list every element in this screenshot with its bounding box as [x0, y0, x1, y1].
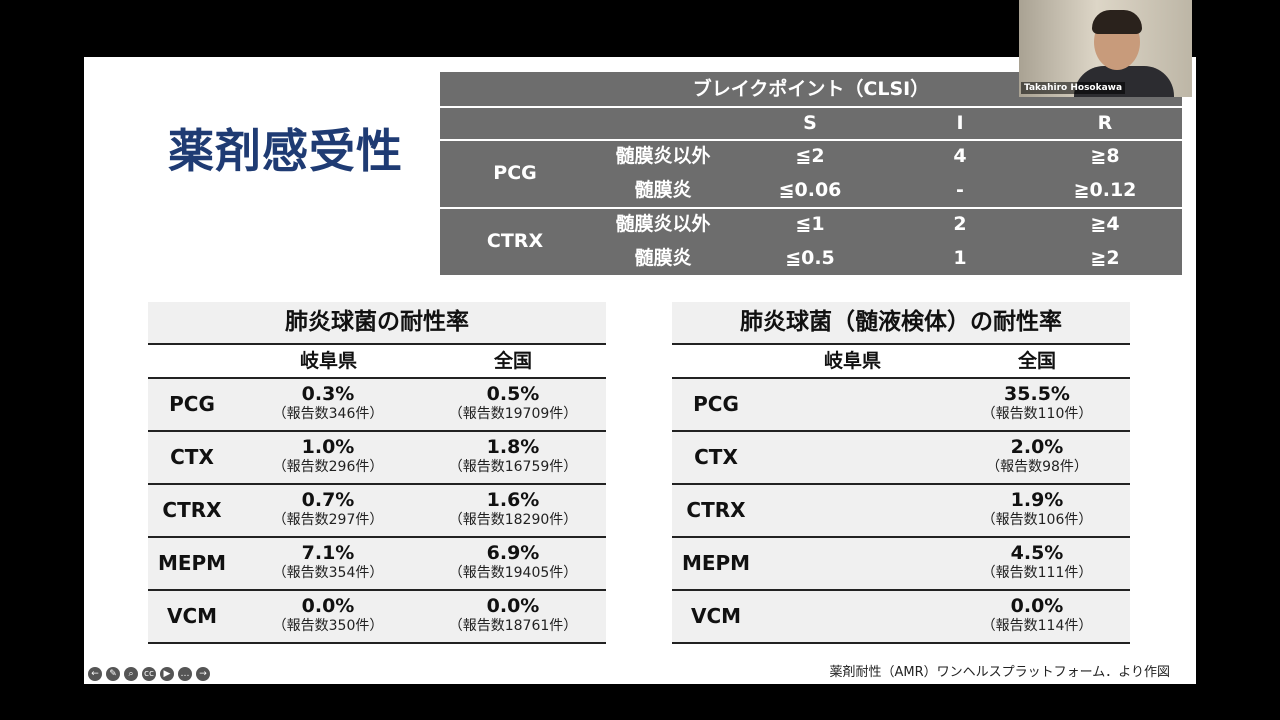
- divider: [672, 343, 1130, 345]
- bp-site: 髄膜炎: [634, 179, 692, 201]
- divider: [148, 536, 606, 538]
- zoom-icon[interactable]: ⌕: [124, 667, 138, 681]
- drug-name: CTRX: [162, 498, 222, 522]
- national-value: 35.5% （報告数110件）: [981, 383, 1093, 422]
- table-row: MEPM 4.5% （報告数111件）: [672, 538, 1130, 589]
- gifu-value: 1.0% （報告数296件）: [272, 436, 384, 475]
- divider: [672, 377, 1130, 379]
- col-gifu: 岐阜県: [823, 350, 881, 372]
- drug-name: PCG: [169, 392, 215, 416]
- col-gifu: 岐阜県: [299, 350, 357, 372]
- resistance-table-csf: 肺炎球菌（髄液検体）の耐性率 岐阜県 全国 PCG 35.5% （報告数110件）…: [672, 302, 1130, 644]
- captions-icon[interactable]: cc: [142, 667, 156, 681]
- divider: [148, 642, 606, 644]
- bp-site: 髄膜炎以外: [615, 145, 711, 167]
- divider: [672, 430, 1130, 432]
- col-national: 全国: [493, 350, 532, 372]
- table-caption: 肺炎球菌の耐性率: [148, 302, 606, 343]
- divider: [440, 106, 1182, 108]
- divider: [148, 483, 606, 485]
- gifu-value: 0.7% （報告数297件）: [272, 489, 384, 528]
- divider: [672, 642, 1130, 644]
- divider: [148, 430, 606, 432]
- bp-r: ≧2: [1090, 247, 1120, 269]
- bp-s: ≦0.06: [778, 179, 842, 201]
- bp-s: ≦2: [795, 145, 825, 167]
- bp-i: 4: [953, 145, 967, 167]
- national-value: 1.6% （報告数18290件）: [448, 489, 578, 528]
- drug-name: MEPM: [681, 551, 751, 575]
- bp-site: 髄膜炎以外: [615, 213, 711, 235]
- col-national: 全国: [1017, 350, 1056, 372]
- bp-s: ≦1: [795, 213, 825, 235]
- bp-r: ≧4: [1090, 213, 1120, 235]
- drug-name: MEPM: [157, 551, 227, 575]
- table-row: CTX 1.0% （報告数296件） 1.8% （報告数16759件）: [148, 432, 606, 483]
- national-value: 1.8% （報告数16759件）: [448, 436, 578, 475]
- pen-icon[interactable]: ✎: [106, 667, 120, 681]
- divider: [148, 343, 606, 345]
- divider: [440, 207, 1182, 209]
- gifu-value: 0.3% （報告数346件）: [272, 383, 384, 422]
- drug-name: CTRX: [686, 498, 746, 522]
- col-i: I: [956, 112, 964, 134]
- col-r: R: [1097, 112, 1113, 134]
- bp-s: ≦0.5: [785, 247, 835, 269]
- bp-r: ≧8: [1090, 145, 1120, 167]
- drug-name: CTX: [170, 445, 214, 469]
- table-row: PCG 35.5% （報告数110件）: [672, 379, 1130, 430]
- bp-drug-pcg: PCG: [493, 162, 537, 184]
- table-row: CTRX 1.9% （報告数106件）: [672, 485, 1130, 536]
- breakpoint-header: ブレイクポイント（CLSI）: [692, 78, 930, 100]
- col-s: S: [803, 112, 817, 134]
- person-hair: [1092, 10, 1142, 34]
- bp-i: -: [956, 179, 964, 201]
- more-icon[interactable]: …: [178, 667, 192, 681]
- source-note: 薬剤耐性（AMR）ワンヘルスプラットフォーム．より作図: [829, 665, 1171, 680]
- national-value: 0.0% （報告数114件）: [981, 595, 1093, 634]
- national-value: 1.9% （報告数106件）: [981, 489, 1093, 528]
- table-row: CTX 2.0% （報告数98件）: [672, 432, 1130, 483]
- bp-drug-ctrx: CTRX: [486, 230, 544, 252]
- resistance-table-national: 肺炎球菌の耐性率 岐阜県 全国 PCG 0.3% （報告数346件） 0.5% （報…: [148, 302, 606, 644]
- slide-title: 薬剤感受性: [168, 124, 403, 178]
- back-icon[interactable]: ←: [88, 667, 102, 681]
- table-row: MEPM 7.1% （報告数354件） 6.9% （報告数19405件）: [148, 538, 606, 589]
- bp-site: 髄膜炎: [634, 247, 692, 269]
- table-row: VCM 0.0% （報告数114件）: [672, 591, 1130, 642]
- breakpoint-table: ブレイクポイント（CLSI） S I R PCG 髄膜炎以外 ≦2 4 ≧8 髄…: [440, 72, 1182, 275]
- divider: [672, 536, 1130, 538]
- bp-r: ≧0.12: [1073, 179, 1137, 201]
- national-value: 6.9% （報告数19405件）: [448, 542, 578, 581]
- divider: [148, 377, 606, 379]
- bp-i: 1: [953, 247, 967, 269]
- divider: [148, 589, 606, 591]
- participant-video[interactable]: Takahiro Hosokawa: [1019, 0, 1192, 97]
- slide: 薬剤感受性 ブレイクポイント（CLSI） S I R PCG 髄膜炎以外 ≦2 …: [84, 57, 1196, 684]
- table-caption: 肺炎球菌（髄液検体）の耐性率: [672, 302, 1130, 343]
- gifu-value: 7.1% （報告数354件）: [272, 542, 384, 581]
- table-row: CTRX 0.7% （報告数297件） 1.6% （報告数18290件）: [148, 485, 606, 536]
- table-row: VCM 0.0% （報告数350件） 0.0% （報告数18761件）: [148, 591, 606, 642]
- divider: [672, 483, 1130, 485]
- divider: [672, 589, 1130, 591]
- divider: [440, 139, 1182, 141]
- gifu-value: 0.0% （報告数350件）: [272, 595, 384, 634]
- national-value: 4.5% （報告数111件）: [981, 542, 1093, 581]
- table-row: PCG 0.3% （報告数346件） 0.5% （報告数19709件）: [148, 379, 606, 430]
- bp-i: 2: [953, 213, 967, 235]
- drug-name: VCM: [166, 604, 218, 628]
- presentation-toolbar: ← ✎ ⌕ cc ▶ … →: [88, 667, 210, 683]
- video-icon[interactable]: ▶: [160, 667, 174, 681]
- participant-name: Takahiro Hosokawa: [1021, 82, 1126, 94]
- drug-name: VCM: [690, 604, 742, 628]
- national-value: 2.0% （報告数98件）: [986, 436, 1088, 475]
- forward-icon[interactable]: →: [196, 667, 210, 681]
- national-value: 0.0% （報告数18761件）: [448, 595, 578, 634]
- drug-name: PCG: [693, 392, 739, 416]
- drug-name: CTX: [694, 445, 738, 469]
- national-value: 0.5% （報告数19709件）: [448, 383, 578, 422]
